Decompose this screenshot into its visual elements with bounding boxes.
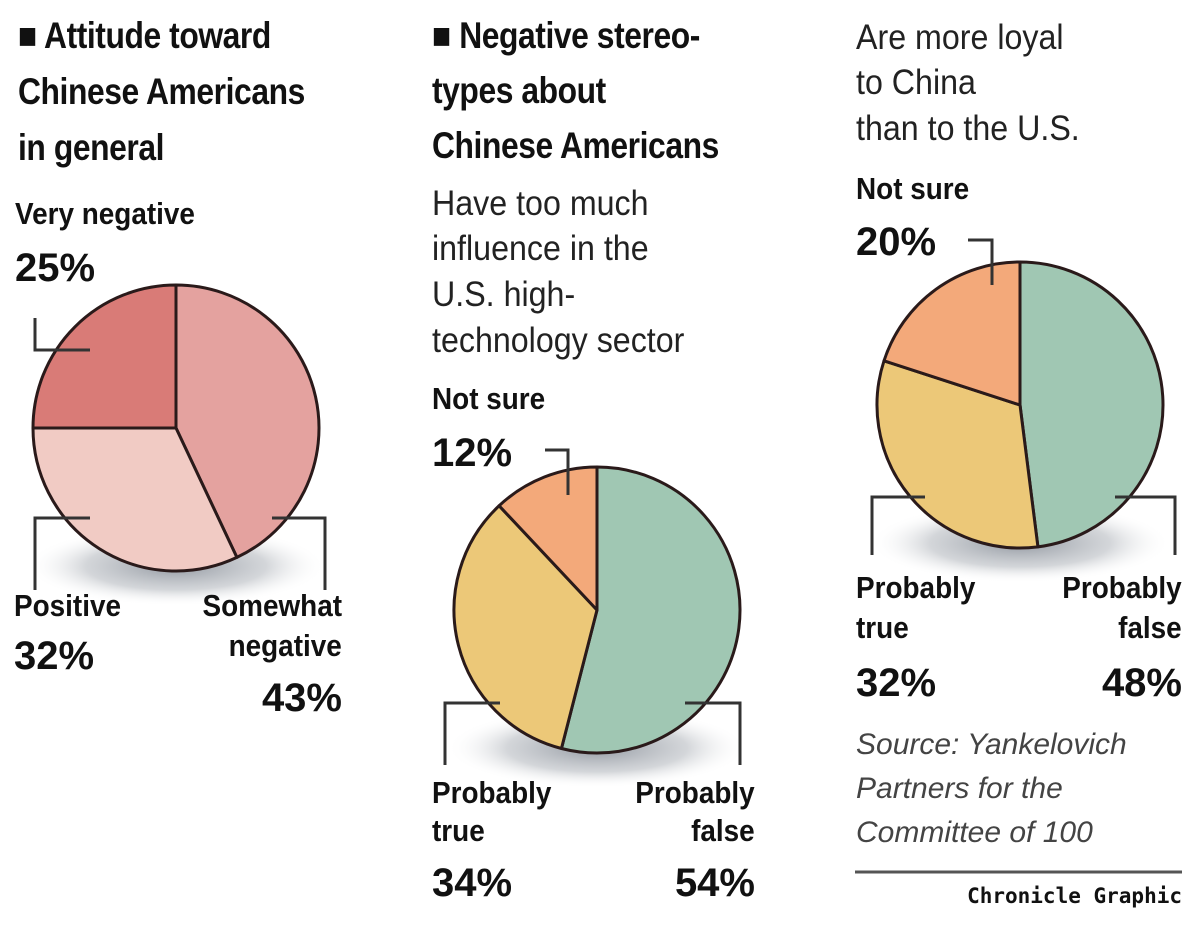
chart3-value-probably-false: 48% — [1101, 661, 1182, 705]
leader-line-not-sure-2 — [545, 448, 570, 495]
value-positive: 32% — [14, 634, 95, 678]
chart2-label-not-sure: Not sure — [432, 381, 546, 416]
chart2-value-probably-true: 34% — [432, 861, 513, 905]
chart2-label-probably-false-1: Probably — [635, 775, 755, 810]
chart2-label-probably-true-2: true — [432, 813, 485, 848]
leader-line-not-sure-3 — [968, 238, 994, 285]
credit: Chronicle Graphic — [967, 884, 1182, 908]
leader-line-positive — [33, 516, 90, 590]
value-somewhat-negative: 43% — [261, 676, 342, 720]
chart3-label-probably-false-2: false — [1118, 610, 1182, 645]
chart2-question-line2: influence in the — [432, 229, 649, 268]
label-somewhat: Somewhat — [202, 588, 342, 623]
leader-line-true-3 — [870, 495, 925, 555]
chart2-title-line2: types about — [432, 70, 606, 111]
pie-slice-3-not-sure — [882, 260, 1022, 407]
pie-slice-1-very-negative — [31, 283, 178, 430]
pie-slice-2-not-sure — [497, 465, 599, 612]
source-line1: Source: Yankelovich — [856, 728, 1127, 761]
leader-line-true-2 — [443, 701, 500, 765]
leader-line-false-3 — [1115, 495, 1177, 555]
chart2-title-line3: Chinese Americans — [432, 125, 719, 166]
chart3-label-probably-true-2: true — [856, 610, 909, 645]
leader-line-very-negative — [33, 318, 90, 352]
source-line2: Partners for the — [856, 772, 1063, 805]
chart3-label-not-sure: Not sure — [856, 171, 970, 206]
chart3-question-line2: to China — [856, 63, 976, 102]
value-very-negative: 25% — [15, 246, 96, 290]
chart2-question-line3: U.S. high- — [432, 275, 576, 314]
chart3-question-line1: Are more loyal — [856, 18, 1064, 57]
label-negative: negative — [228, 628, 342, 663]
pie-slice-2-probably-false — [559, 465, 742, 755]
label-positive: Positive — [14, 588, 122, 623]
chart3-value-not-sure: 20% — [856, 220, 937, 264]
chart2-value-not-sure: 12% — [432, 431, 513, 475]
chart2-title-line1: ■ Negative stereo- — [432, 15, 700, 56]
chart1-title-line2: Chinese Americans — [18, 71, 305, 112]
chart3-value-probably-true: 32% — [856, 661, 937, 705]
chart1-title-line3: in general — [18, 127, 165, 168]
chart2-question-line4: technology sector — [432, 321, 685, 360]
chart2-question-line1: Have too much — [432, 184, 649, 223]
leader-line-false-2 — [685, 701, 742, 765]
pie-slice-3-probably-false — [1018, 260, 1165, 549]
chart3-label-probably-true-1: Probably — [856, 570, 976, 605]
chart3-label-probably-false-1: Probably — [1062, 570, 1182, 605]
pie-slice-1-somewhat-negative — [174, 283, 321, 559]
source-line3: Committee of 100 — [856, 816, 1093, 849]
label-very-negative: Very negative — [15, 196, 195, 231]
chart2-label-probably-true-1: Probably — [432, 775, 552, 810]
leader-line-somewhat-negative — [272, 516, 327, 590]
pie-slice-2-probably-true — [452, 504, 599, 751]
chart2-value-probably-false: 54% — [674, 861, 755, 905]
pie-slice-1-positive — [31, 426, 239, 573]
chart3-question-line3: than to the U.S. — [856, 109, 1080, 148]
chart2-label-probably-false-2: false — [691, 813, 755, 848]
chart1-title-line1: ■ Attitude toward — [18, 15, 271, 56]
